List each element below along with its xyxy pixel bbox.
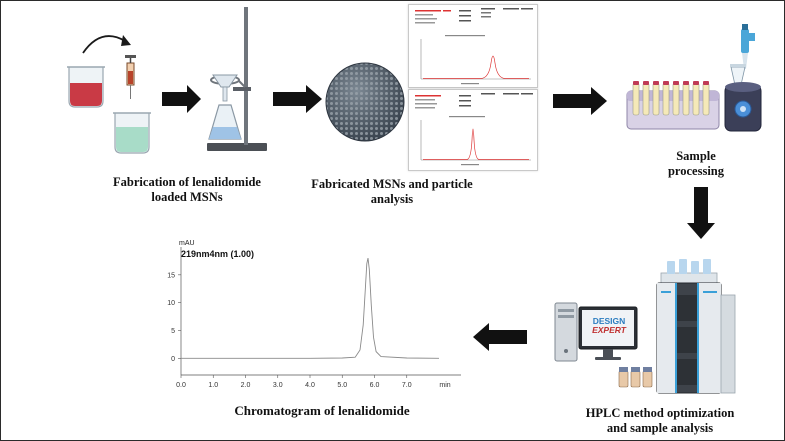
fabrication-caption-line-1: Fabrication of lenalidomide: [113, 175, 261, 189]
chart-x-tick-label: 4.0: [305, 382, 315, 389]
chart-y-tick-label: 0: [171, 356, 175, 363]
arrow-right-icon: [276, 85, 322, 113]
hplc-illustration: [554, 259, 736, 394]
analysis-caption-line-1: Fabricated MSNs and particle: [311, 177, 473, 191]
arrow-right-icon: [553, 87, 607, 115]
design-expert-line-2: EXPERT: [592, 325, 626, 335]
msn-particle-icon: [325, 62, 405, 142]
particle-size-report: [408, 89, 538, 171]
red-beaker-icon: [67, 66, 105, 108]
vortex-mixer-icon: [724, 82, 762, 132]
curved-arrow-icon: [82, 35, 126, 54]
vials-icon: [618, 367, 653, 388]
microtube-icon: [730, 64, 746, 86]
chart-x-tick-label: 6.0: [370, 382, 380, 389]
analysis-caption-line-2: analysis: [370, 192, 414, 206]
chart-y-tick-label: 5: [171, 328, 175, 335]
chromatogram-caption: Chromatogram of lenalidomide: [234, 403, 410, 418]
chart-x-tick-label: 3.0: [273, 382, 283, 389]
tube-rack-icon: [626, 81, 720, 130]
chart-x-tick-label: 1.0: [208, 382, 218, 389]
syringe-icon: [125, 55, 136, 99]
design-expert-screen: DESIGN EXPERT: [586, 317, 632, 335]
hplc-caption: HPLC method optimization and sample anal…: [555, 406, 765, 436]
chart-title: 219nm4nm (1.00): [181, 249, 254, 259]
chart-x-tick-label: min: [439, 382, 450, 389]
sample-caption-line-2: processing: [667, 164, 725, 178]
ring-stand-icon: [207, 7, 267, 151]
hplc-instrument-icon: [656, 259, 736, 394]
arrow-right-icon: [162, 85, 201, 113]
curved-arrowhead-icon: [121, 35, 131, 46]
analysis-caption: Fabricated MSNs and particle analysis: [297, 177, 487, 207]
chart-y-tick-label: 15: [167, 272, 175, 279]
arrow-left-icon: [473, 323, 527, 351]
fabrication-illustration: [67, 7, 281, 154]
chart-x-tick-label: 0.0: [176, 382, 186, 389]
design-expert-line-1: DESIGN: [592, 316, 626, 326]
arrow-down-icon: [687, 187, 715, 239]
hplc-caption-line-1: HPLC method optimization: [585, 406, 735, 420]
chart-y-tick-label: 10: [167, 300, 175, 307]
fabrication-caption: Fabrication of lenalidomide loaded MSNs: [97, 175, 277, 205]
monitor-icon: [578, 306, 638, 360]
chromatogram-chart: mAU 219nm4nm (1.00) 0.0 1.0 2.0 3.0 4.0 5.0 6.…: [167, 240, 461, 389]
sample-caption-line-1: Sample: [676, 149, 716, 163]
zeta-potential-report: [408, 4, 538, 88]
sample-caption: Sample processing: [641, 149, 751, 179]
pipette-icon: [741, 24, 755, 69]
chart-y-axis-label: mAU: [179, 240, 195, 247]
chart-x-tick-label: 5.0: [337, 382, 347, 389]
sample-processing-illustration: [626, 24, 762, 132]
fabrication-caption-line-2: loaded MSNs: [151, 190, 223, 204]
hplc-caption-line-2: and sample analysis: [606, 421, 714, 435]
chart-series-line: [181, 258, 440, 359]
pc-tower-icon: [554, 302, 578, 362]
chart-x-tick-label: 7.0: [402, 382, 412, 389]
chart-x-tick-label: 2.0: [241, 382, 251, 389]
green-beaker-icon: [113, 112, 151, 154]
